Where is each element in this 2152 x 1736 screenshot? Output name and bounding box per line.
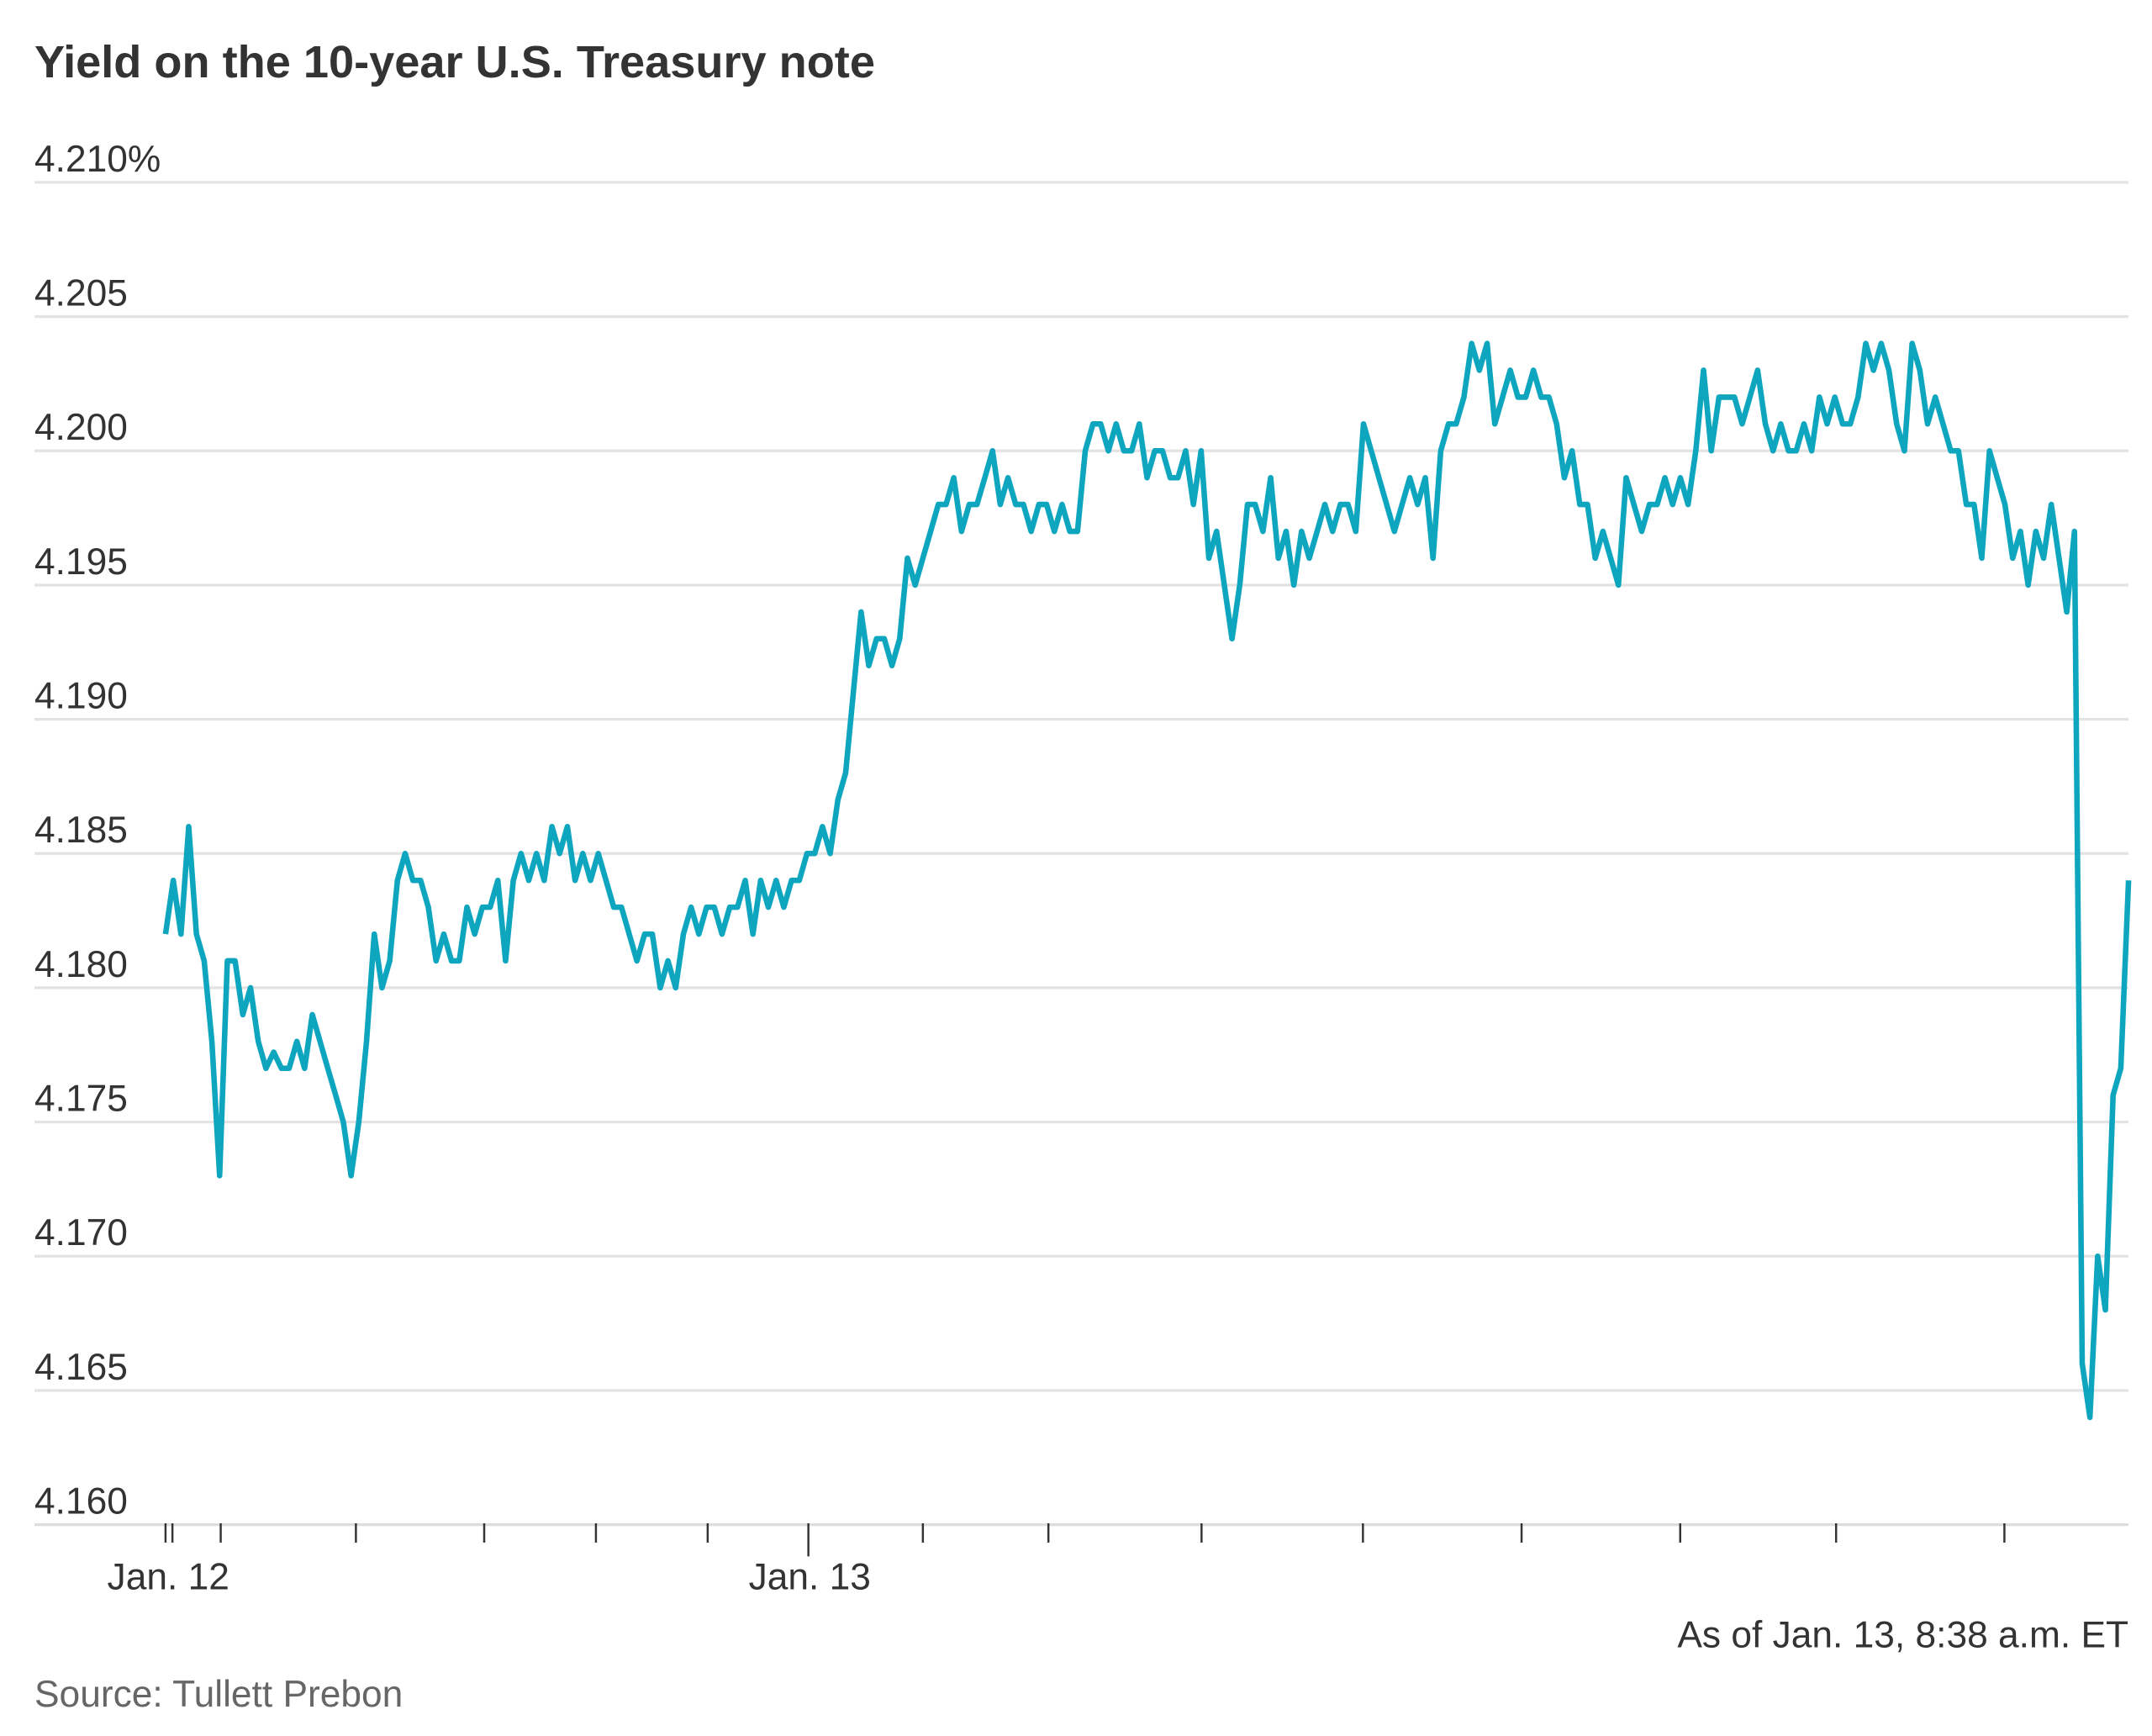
chart-title: Yield on the 10-year U.S. Treasury note <box>34 37 875 87</box>
y-axis: 4.210% 4.205 4.200 4.195 4.190 4.185 4.180 4.17… <box>34 139 161 1522</box>
y-tick-label: 4.180 <box>34 944 128 985</box>
y-tick-label: 4.170 <box>34 1212 128 1253</box>
y-tick-label: 4.210% <box>34 139 161 180</box>
x-tick-label-jan-13: Jan. 13 <box>749 1557 871 1598</box>
x-axis <box>164 1522 2006 1557</box>
source-note: Source: Tullett Prebon <box>34 1674 403 1715</box>
y-tick-label: 4.185 <box>34 810 128 851</box>
y-tick-label: 4.200 <box>34 407 128 448</box>
as-of-note: As of Jan. 13, 8:38 a.m. ET <box>1677 1615 2128 1656</box>
y-tick-label: 4.205 <box>34 272 128 314</box>
y-tick-label: 4.195 <box>34 541 128 583</box>
y-tick-label: 4.165 <box>34 1347 128 1388</box>
x-tick-label-jan-12: Jan. 12 <box>108 1557 229 1598</box>
y-tick-label: 4.190 <box>34 675 128 716</box>
y-tick-label: 4.175 <box>34 1078 128 1119</box>
y-tick-label: 4.160 <box>34 1481 128 1522</box>
series-line <box>162 340 2132 1421</box>
grid <box>34 181 2129 1527</box>
